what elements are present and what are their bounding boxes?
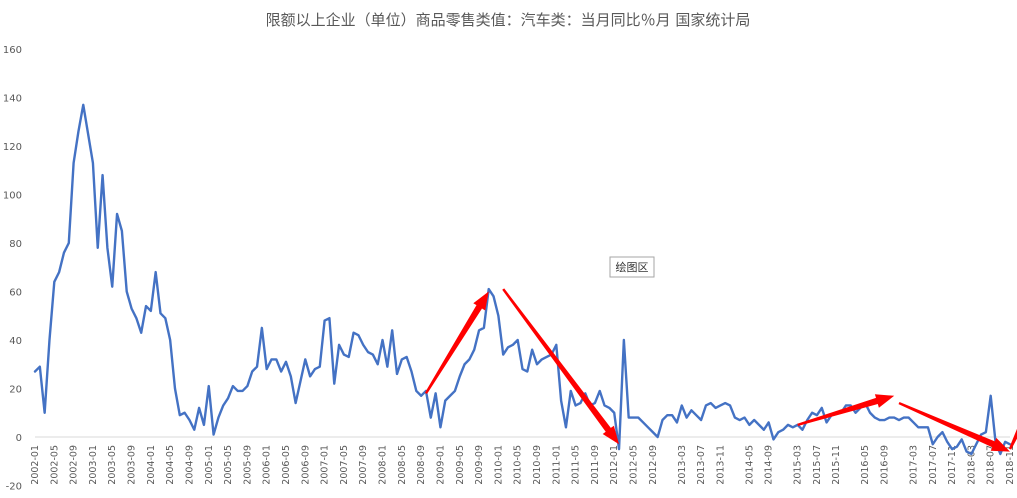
x-tick-label: 2017-07 [928, 445, 939, 485]
x-tick-label: 2009-05 [455, 445, 466, 485]
x-tick-label: 2003-05 [107, 445, 118, 485]
x-tick-label: 2013-03 [677, 445, 688, 485]
x-tick-label: 2012-05 [629, 445, 640, 485]
x-tick-label: 2004-09 [184, 445, 195, 485]
x-tick-label: 2010-05 [513, 445, 524, 485]
y-tick-label: -20 [6, 482, 22, 493]
x-tick-label: 2003-09 [127, 445, 138, 485]
x-tick-label: 2016-05 [860, 445, 871, 485]
x-tick-label: 2012-01 [609, 445, 620, 485]
x-tick-label: 2006-01 [262, 445, 273, 485]
y-tick-label: 40 [9, 336, 22, 347]
x-tick-label: 2015-11 [831, 445, 842, 485]
x-tick-label: 2004-01 [146, 445, 157, 485]
y-tick-label: 60 [9, 288, 22, 299]
x-tick-label: 2014-09 [764, 445, 775, 485]
x-tick-label: 2010-09 [532, 445, 543, 485]
x-tick-label: 2006-09 [300, 445, 311, 485]
annotation-arrow [502, 288, 619, 445]
x-tick-label: 2005-01 [204, 445, 215, 485]
x-tick-label: 2013-11 [715, 445, 726, 485]
x-tick-label: 2005-05 [223, 445, 234, 485]
x-tick-label: 2008-01 [378, 445, 389, 485]
x-tick-label: 2007-05 [339, 445, 350, 485]
x-tick-label: 2002-01 [30, 445, 41, 485]
y-tick-label: 0 [16, 433, 22, 444]
tooltip-text: 绘图区 [616, 260, 649, 274]
x-tick-label: 2012-09 [648, 445, 659, 485]
series-line [33, 103, 1012, 456]
x-tick-label: 2011-09 [590, 445, 601, 485]
x-tick-label: 2006-05 [281, 445, 292, 485]
plot-area-tooltip: 绘图区 [609, 256, 655, 278]
x-tick-label: 2002-09 [69, 445, 80, 485]
x-tick-label: 2008-05 [397, 445, 408, 485]
annotation-arrow [1008, 428, 1017, 450]
x-tick-label: 2015-03 [793, 445, 804, 485]
x-tick-label: 2007-01 [320, 445, 331, 485]
x-tick-label: 2017-03 [908, 445, 919, 485]
y-tick-label: 160 [3, 45, 22, 56]
annotation-arrow [424, 291, 489, 394]
x-tick-label: 2009-09 [474, 445, 485, 485]
x-tick-label: 2011-01 [551, 445, 562, 485]
x-tick-label: 2018-11 [1005, 445, 1016, 485]
annotation-arrow [797, 394, 895, 426]
y-tick-label: 120 [3, 142, 22, 153]
y-axis: -20 0 20 40 60 80 100 120 140 160 [3, 45, 22, 493]
y-tick-label: 80 [9, 239, 22, 250]
x-tick-label: 2003-01 [88, 445, 99, 485]
x-tick-label: 2008-09 [416, 445, 427, 485]
x-tick-label: 2004-05 [165, 445, 176, 485]
x-tick-label: 2007-09 [358, 445, 369, 485]
x-tick-label: 2011-05 [571, 445, 582, 485]
chart-title: 限额以上企业（单位）商品零售类值：汽车类：当月同比％月 国家统计局 [266, 11, 751, 29]
x-tick-label: 2013-07 [696, 445, 707, 485]
y-tick-label: 140 [3, 94, 22, 105]
x-tick-label: 2017-11 [947, 445, 958, 485]
series-layer [33, 103, 1012, 456]
annotation-arrow [898, 402, 1010, 452]
x-tick-label: 2018-03 [966, 445, 977, 485]
x-tick-label: 2015-07 [812, 445, 823, 485]
y-tick-label: 100 [3, 191, 22, 202]
x-axis: 2002-01 2002-05 2002-09 2003-01 2003-05 2003-… [30, 436, 1016, 485]
y-tick-label: 20 [9, 385, 22, 396]
x-tick-label: 2018-07 [986, 445, 997, 485]
annotation-layer [424, 288, 1017, 452]
x-tick-label: 2005-09 [242, 445, 253, 485]
x-tick-label: 2009-01 [435, 445, 446, 485]
x-tick-label: 2002-05 [49, 445, 60, 485]
tooltip-box [609, 256, 655, 278]
x-tick-label: 2016-09 [880, 445, 891, 485]
x-tick-label: 2010-01 [493, 445, 504, 485]
x-tick-label: 2014-05 [744, 445, 755, 485]
